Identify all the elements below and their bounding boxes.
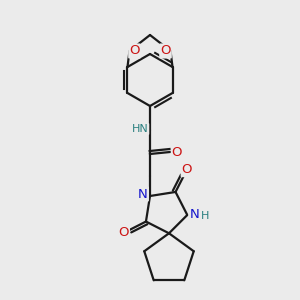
- Text: H: H: [201, 211, 209, 221]
- Text: N: N: [189, 208, 199, 221]
- Text: O: O: [160, 44, 171, 58]
- Text: N: N: [138, 188, 148, 200]
- Text: HN: HN: [132, 124, 148, 134]
- Text: O: O: [182, 163, 192, 176]
- Text: O: O: [129, 44, 140, 58]
- Text: O: O: [118, 226, 129, 239]
- Text: O: O: [172, 146, 182, 158]
